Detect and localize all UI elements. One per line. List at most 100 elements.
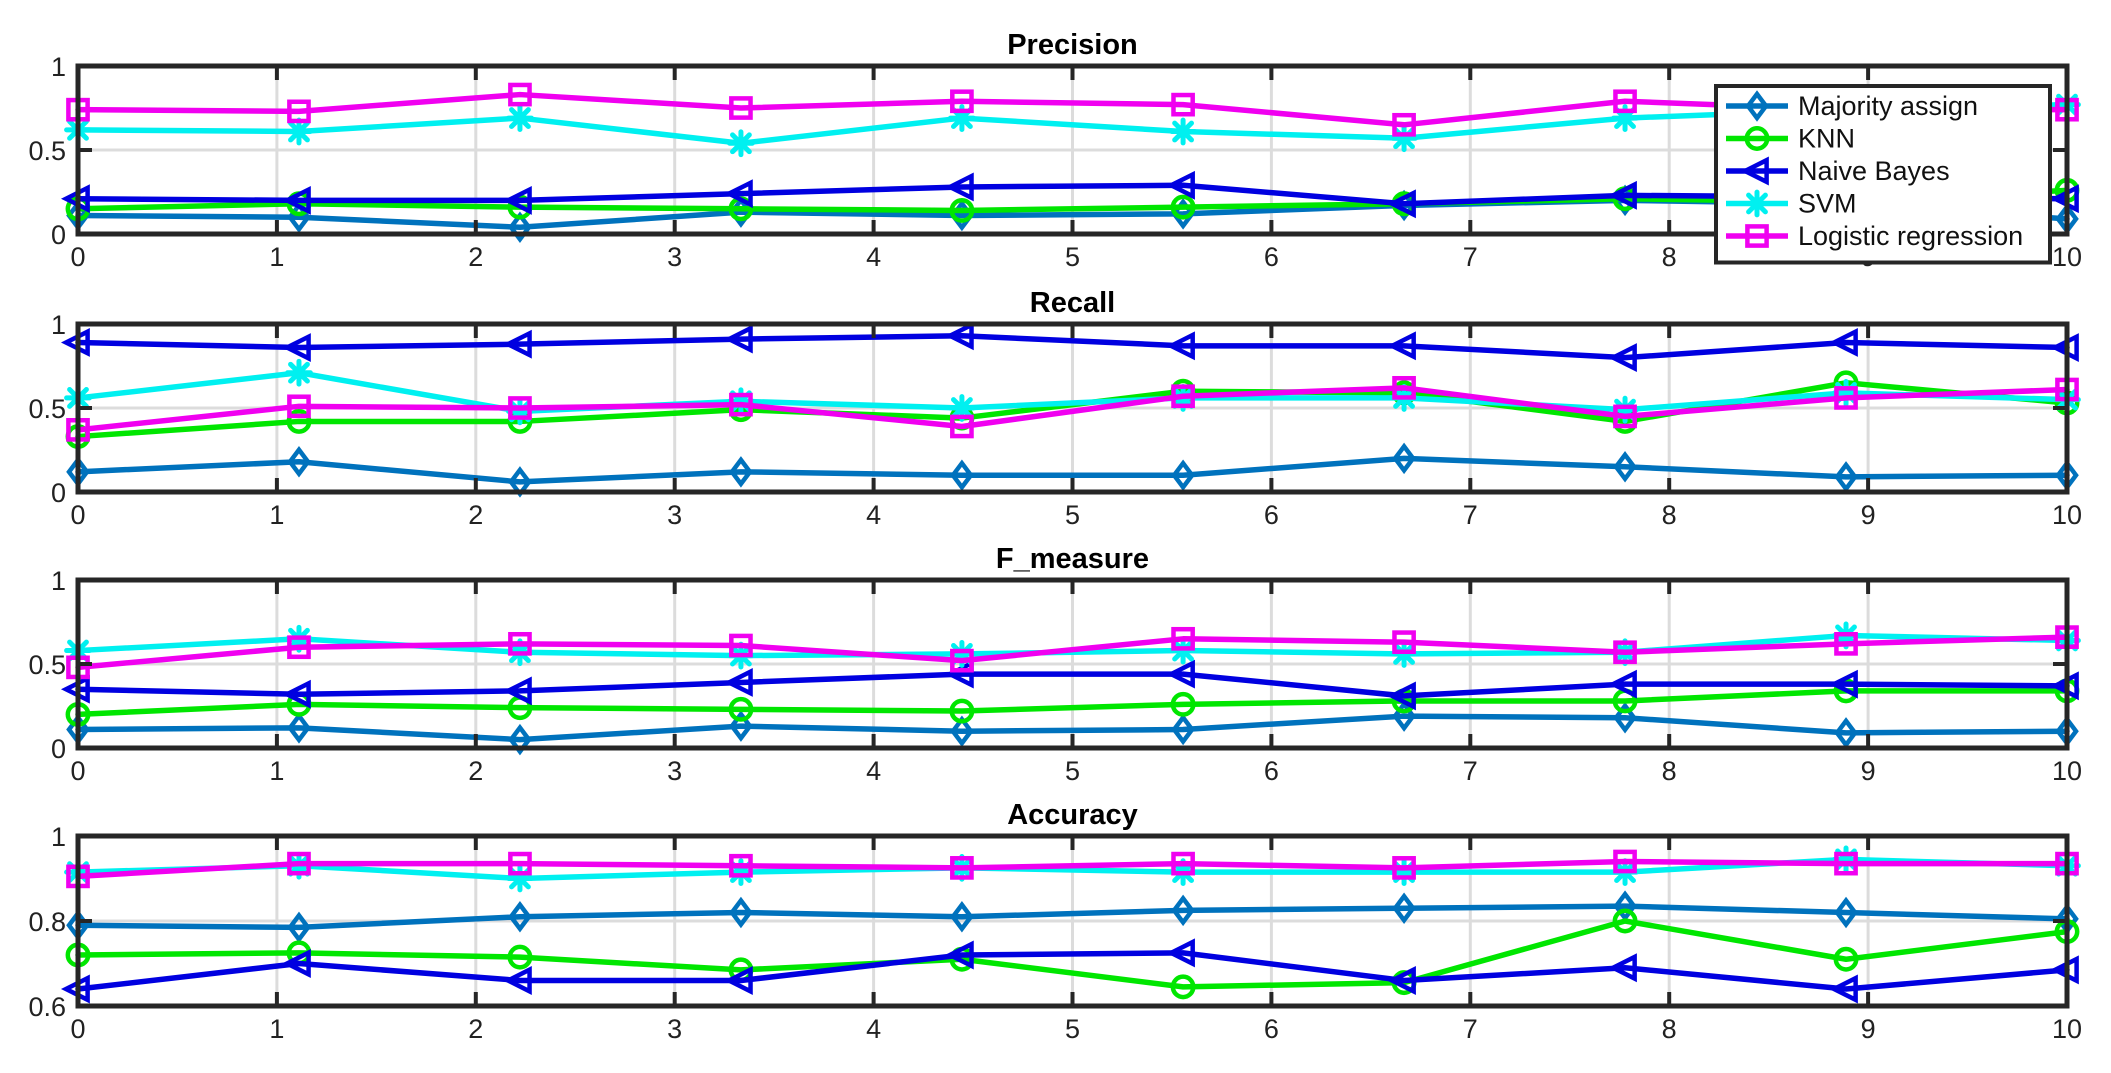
data-point [508,723,532,756]
data-point [1828,669,1858,699]
legend-item: Naive Bayes [1726,156,1950,186]
data-point [948,640,976,668]
data-point [287,394,311,419]
x-tick-label: 8 [1662,756,1677,786]
series-logistic-regression [66,849,2079,889]
legend-marker [1743,189,1771,218]
data-point [723,966,753,995]
data-point [1166,938,1195,968]
x-tick-label: 7 [1463,756,1478,786]
y-tick-label: 0 [51,734,66,764]
x-tick-label: 3 [667,242,682,272]
series-line [75,455,2070,485]
x-tick-label: 8 [1662,1014,1677,1044]
data-point [508,211,532,244]
x-tick-label: 0 [70,1014,85,1044]
series-line [75,688,2070,718]
data-point [1387,966,1416,995]
data-point [948,104,976,132]
data-point [508,631,532,656]
data-point [1832,845,1860,874]
legend-label: Naive Bayes [1798,156,1950,186]
data-point [1834,896,1858,929]
legend-label: SVM [1798,189,1857,219]
legend-item: Logistic regression [1726,221,2023,251]
data-point [285,358,313,387]
data-point [1613,890,1637,922]
x-tick-label: 0 [70,756,85,786]
data-point [1170,194,1196,220]
data-point [1166,659,1195,689]
chart-title: Recall [1030,287,1115,319]
data-point [1392,375,1416,400]
data-point [502,676,532,706]
x-tick-label: 7 [1463,500,1478,530]
x-tick-label: 2 [468,500,483,530]
series-majority-assign [66,700,2079,756]
x-tick-label: 0 [70,500,85,530]
data-point [508,901,532,933]
data-point [287,851,311,876]
legend-marker [1745,90,1769,122]
legend-item: KNN [1726,124,1855,154]
data-point [949,198,975,223]
data-point [727,858,755,887]
x-tick-label: 10 [2052,500,2082,530]
data-point [723,324,753,354]
x-tick-label: 2 [468,242,483,272]
data-point [1171,851,1195,876]
data-point [1390,124,1418,153]
data-point [287,99,311,124]
data-point [508,396,532,420]
legend-label: Majority assign [1798,91,1978,121]
data-point [949,698,975,724]
x-tick-label: 4 [866,1014,881,1044]
data-point [729,853,753,878]
data-point [1390,858,1418,887]
data-point [1611,104,1639,132]
data-point [1611,395,1639,424]
data-point [506,397,534,426]
data-point [1613,89,1637,114]
data-point [1613,849,1637,874]
y-tick-label: 0.5 [28,394,66,424]
data-point [723,668,753,697]
series-line [75,369,2070,415]
y-tick-label: 0.5 [28,650,66,680]
series-majority-assign [66,890,2079,944]
panel-recall: 0 1 2 3 4 5 6 7 8 9 10 0 0.5 1 Recall [28,287,2082,530]
data-point [1169,117,1197,146]
data-point [1833,946,1859,972]
data-point [1612,908,1638,934]
y-tick-label: 1 [51,52,66,82]
data-point [1828,974,1858,1004]
x-tick-label: 6 [1264,242,1279,272]
series-line [75,385,2070,433]
data-point [1171,713,1195,746]
legend-marker [1744,126,1770,151]
data-point [950,715,974,747]
x-tick-label: 2 [468,1014,483,1044]
data-point [1392,630,1416,655]
x-tick-label: 1 [269,500,284,530]
x-tick-label: 8 [1662,500,1677,530]
y-tick-label: 0 [51,220,66,250]
x-tick-label: 2 [468,756,483,786]
data-point [950,459,974,491]
data-point [1832,378,1860,407]
data-point [950,89,974,114]
y-tick-label: 0.5 [28,136,66,166]
x-tick-label: 5 [1065,756,1080,786]
data-point [950,648,974,673]
series-line [75,671,2070,699]
data-point [1170,974,1196,1000]
x-tick-label: 6 [1264,500,1279,530]
legend-item: SVM [1726,189,1857,219]
data-point [1608,180,1637,210]
legend-marker [1739,156,1769,186]
data-point [944,321,974,351]
data-point [502,966,532,995]
data-point [1392,892,1416,924]
